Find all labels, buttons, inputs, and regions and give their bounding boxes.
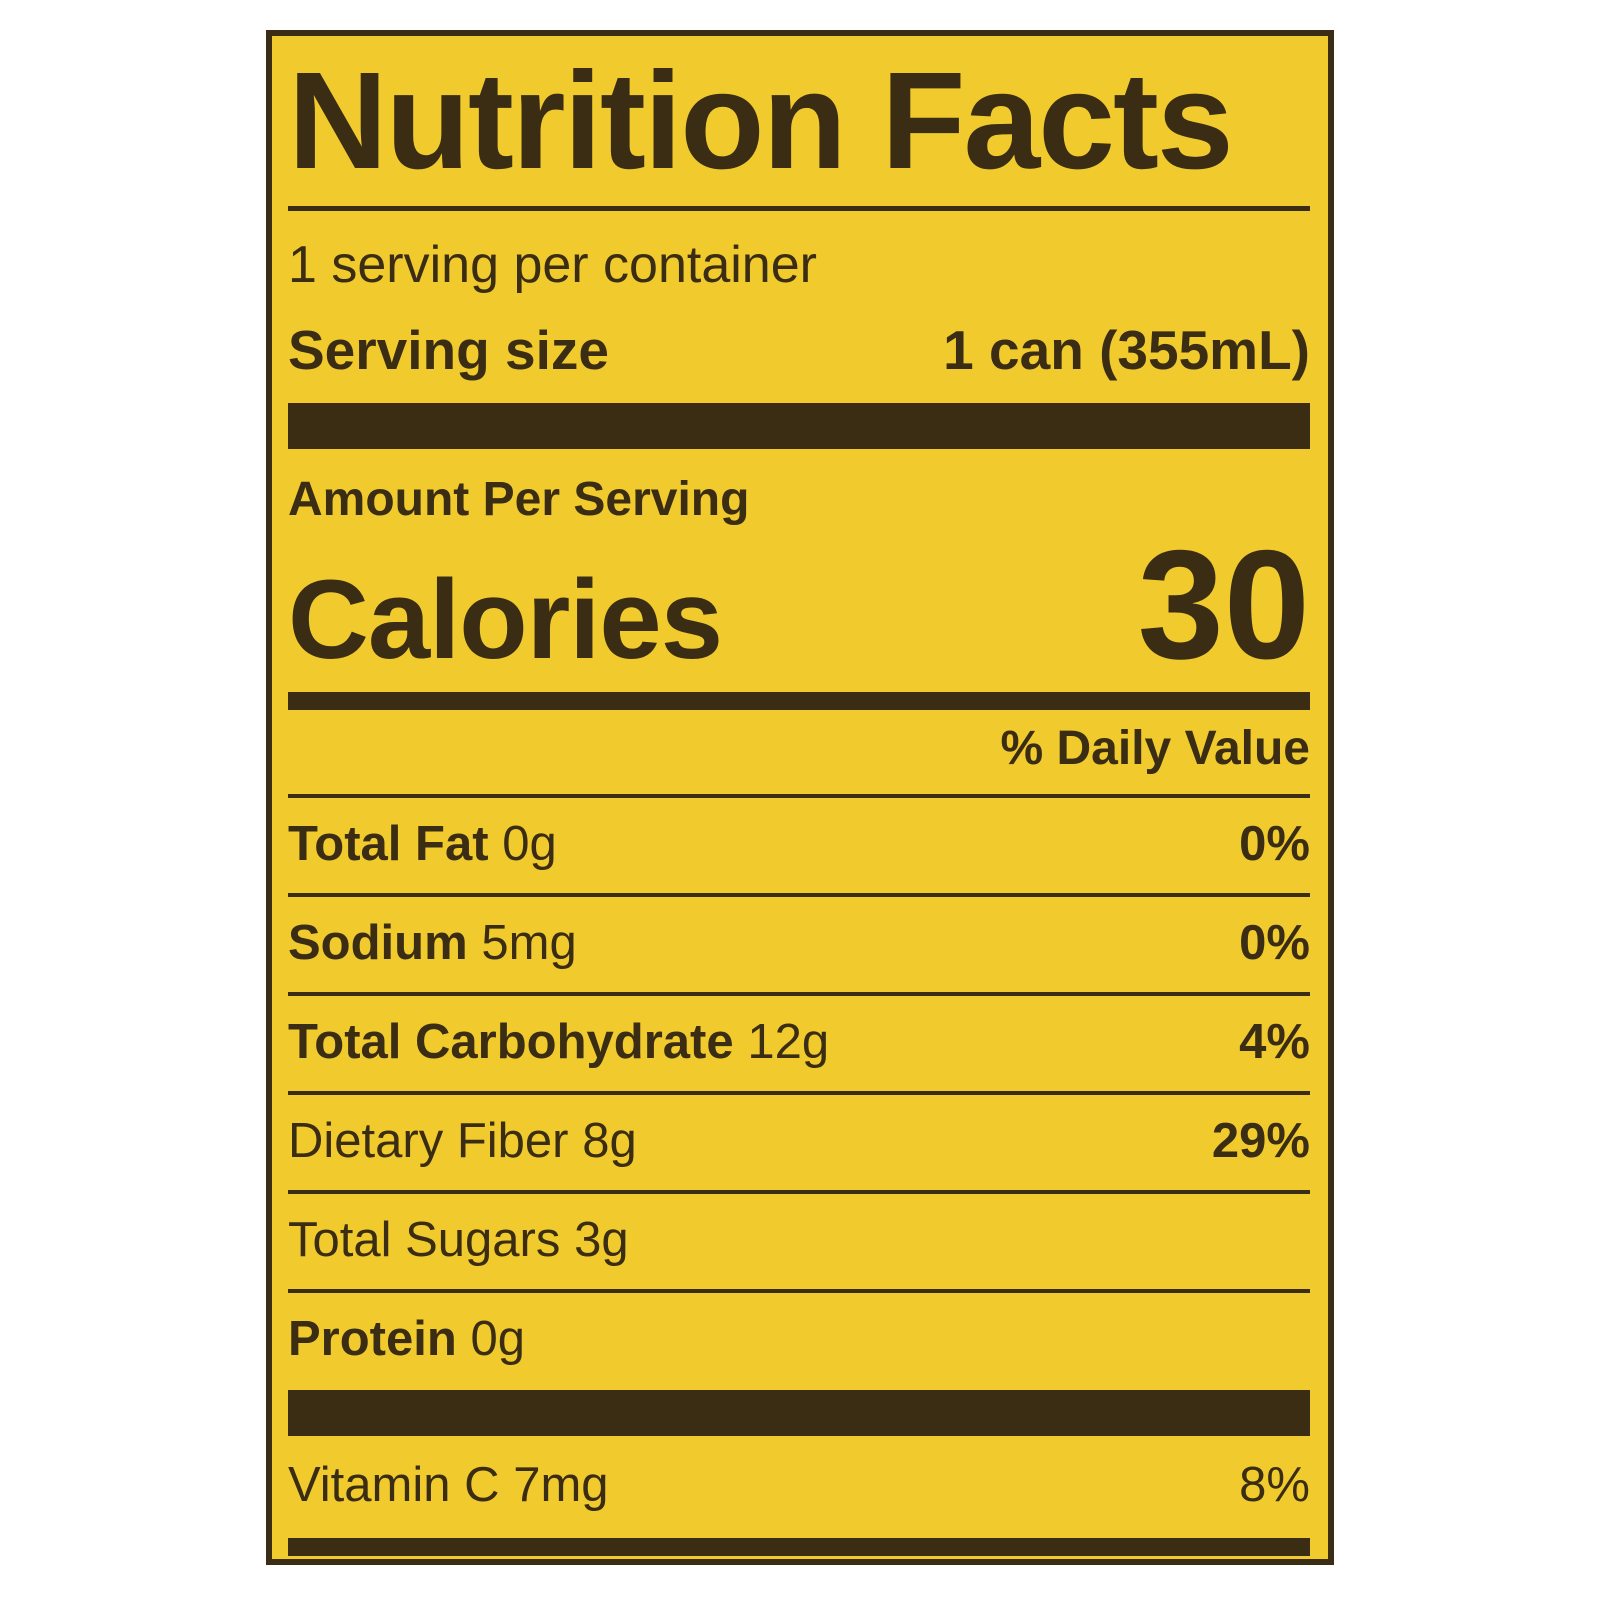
- nutrition-facts-panel: Nutrition Facts 1 serving per container …: [266, 30, 1334, 1565]
- nutrient-name-amount: Total Fat 0g: [288, 817, 557, 872]
- row-total-carbohydrate: Total Carbohydrate 12g 4%: [288, 996, 1310, 1096]
- serving-size-value: 1 can (355mL): [943, 319, 1310, 382]
- nutrient-dv: 29%: [1211, 1114, 1310, 1169]
- row-protein: Protein 0g: [288, 1293, 1310, 1388]
- nutrient-dv: 0%: [1239, 817, 1310, 872]
- nutrient-name-amount: Total Carbohydrate 12g: [288, 1015, 830, 1070]
- nutrient-name-amount: Protein 0g: [288, 1312, 526, 1367]
- nutrient-name-amount: Dietary Fiber 8g: [288, 1114, 637, 1169]
- serving-size-row: Serving size 1 can (355mL): [288, 320, 1310, 381]
- daily-value-header: % Daily Value: [288, 723, 1310, 799]
- panel-title: Nutrition Facts: [288, 44, 1234, 198]
- row-total-sugars: Total Sugars 3g: [288, 1194, 1310, 1294]
- footnote-divider: [288, 1538, 1310, 1557]
- nutrient-dv: 0%: [1239, 916, 1310, 971]
- calories-divider: [288, 692, 1310, 711]
- calories-label: Calories: [288, 557, 723, 683]
- row-dietary-fiber: Dietary Fiber 8g 29%: [288, 1095, 1310, 1195]
- thick-divider-top: [288, 402, 1310, 449]
- calories-value: 30: [1137, 518, 1310, 692]
- nutrient-dv: 4%: [1239, 1015, 1310, 1070]
- nutrient-name-amount: Total Sugars 3g: [288, 1213, 629, 1268]
- nutrient-name-amount: Sodium 5mg: [288, 916, 577, 971]
- thick-divider-bottom: [288, 1390, 1310, 1437]
- amount-per-serving-label: Amount Per Serving: [288, 472, 750, 526]
- title-divider: [288, 206, 1310, 211]
- nutrient-dv: 8%: [1239, 1458, 1310, 1513]
- calories-row: Calories 30: [288, 527, 1310, 682]
- nutrient-name-amount: Vitamin C 7mg: [288, 1458, 609, 1513]
- row-vitamin-c: Vitamin C 7mg 8%: [288, 1436, 1310, 1538]
- row-total-fat: Total Fat 0g 0%: [288, 798, 1310, 898]
- servings-per-container: 1 serving per container: [288, 236, 817, 294]
- row-sodium: Sodium 5mg 0%: [288, 897, 1310, 997]
- serving-size-label: Serving size: [288, 319, 609, 382]
